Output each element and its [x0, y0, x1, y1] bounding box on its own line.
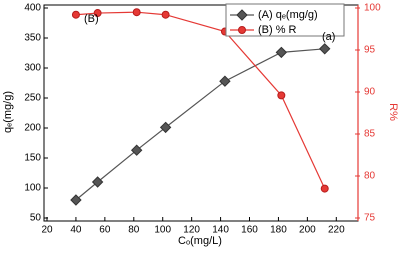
point — [91, 176, 104, 188]
y-tick-label: 250 — [24, 93, 41, 104]
x-tick-label: 20 — [41, 225, 53, 236]
annotation: (B) — [84, 13, 99, 25]
point — [161, 10, 170, 19]
annotation: (a) — [322, 31, 335, 43]
legend-marker — [236, 9, 248, 21]
x-tick-label: 40 — [70, 225, 82, 236]
y2-tick-label: 90 — [364, 87, 376, 98]
series-line — [75, 48, 325, 201]
legend-label: (B) % R — [258, 24, 297, 36]
x-tick-label: 180 — [270, 225, 287, 236]
y-tick-label: 100 — [24, 183, 41, 194]
x-tick-label: 160 — [241, 225, 258, 236]
point — [320, 184, 329, 193]
point — [132, 8, 141, 17]
y2-tick-label: 85 — [364, 129, 376, 140]
point — [275, 46, 288, 59]
y-axis-label: qₑ(mg/g) — [2, 91, 14, 133]
y2-axis-label: R% — [387, 103, 399, 121]
y-tick-label: 150 — [24, 153, 41, 164]
x-tick-label: 80 — [128, 225, 140, 236]
point — [159, 121, 172, 134]
y-tick-label: 400 — [24, 3, 41, 14]
x-tick-label: 120 — [183, 225, 200, 236]
point — [219, 75, 231, 87]
y2-tick-label: 75 — [364, 213, 376, 224]
y-tick-label: 300 — [24, 63, 41, 74]
x-tick-label: 100 — [154, 225, 171, 236]
point — [319, 43, 331, 55]
x-tick-label: 220 — [328, 225, 345, 236]
x-tick-label: 200 — [299, 225, 316, 236]
point — [93, 9, 102, 18]
point — [71, 10, 80, 19]
y-tick-label: 50 — [30, 213, 42, 224]
legend-marker — [238, 26, 246, 34]
x-tick-label: 140 — [212, 225, 229, 236]
point — [277, 91, 286, 100]
point — [130, 144, 143, 156]
y2-tick-label: 80 — [364, 171, 376, 182]
y-tick-label: 200 — [24, 123, 41, 134]
x-axis-label: Cₒ(mg/L) — [178, 235, 222, 247]
point — [70, 194, 82, 206]
y2-tick-label: 95 — [364, 45, 376, 56]
x-tick-label: 60 — [99, 225, 111, 236]
y-tick-label: 350 — [24, 33, 41, 44]
plot-frame — [43, 4, 359, 222]
legend-label: (A) qₑ(mg/g) — [258, 9, 318, 21]
y2-tick-label: 100 — [364, 3, 381, 14]
